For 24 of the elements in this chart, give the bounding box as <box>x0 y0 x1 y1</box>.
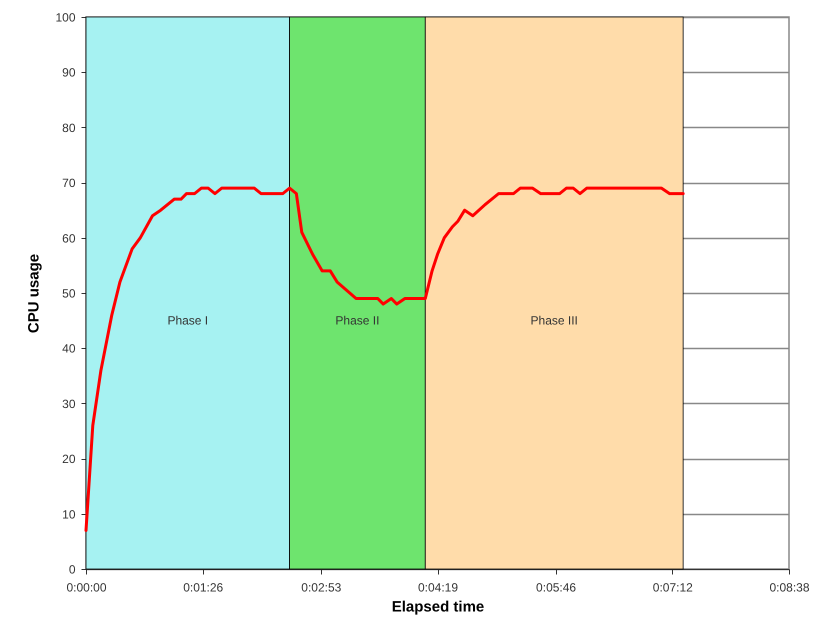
y-tick-label: 80 <box>62 120 76 135</box>
x-tick-label: 0:00:00 <box>66 580 107 594</box>
y-tick-label: 10 <box>62 507 76 522</box>
x-axis-title: Elapsed time <box>392 598 484 616</box>
y-tick-label: 50 <box>62 286 76 300</box>
x-tick-label: 0:05:46 <box>536 580 576 594</box>
y-tick-label: 100 <box>55 10 76 24</box>
band-label: Phase II <box>335 314 380 328</box>
x-tick-label: 0:07:12 <box>652 580 694 594</box>
y-axis-title: CPU usage <box>25 254 42 334</box>
x-tick-label: 0:02:53 <box>301 580 342 594</box>
band-label: Phase I <box>167 314 208 328</box>
band-label: Phase III <box>530 314 578 328</box>
y-tick-label: 20 <box>62 452 76 466</box>
x-tick-label: 0:08:38 <box>769 580 810 594</box>
x-tick-label: 0:01:26 <box>183 580 224 594</box>
y-tick-label: 70 <box>62 176 76 190</box>
y-tick-label: 30 <box>62 396 76 411</box>
line-series <box>84 186 685 532</box>
y-tick-label: 90 <box>62 66 76 80</box>
y-tick-label: 40 <box>62 342 76 356</box>
y-tick-label: 0 <box>68 562 76 576</box>
x-tick-label: 0:04:19 <box>418 580 458 594</box>
y-tick-label: 60 <box>62 231 76 246</box>
